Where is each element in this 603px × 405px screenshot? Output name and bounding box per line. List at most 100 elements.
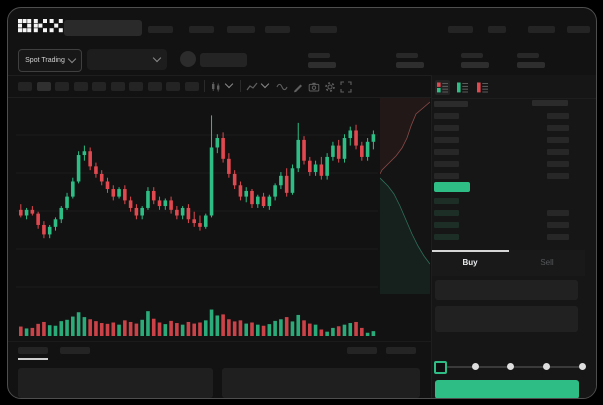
bottom-panel-skeleton bbox=[222, 368, 420, 398]
timeframe-button-skeleton[interactable] bbox=[147, 82, 162, 91]
horizontal-divider bbox=[8, 341, 431, 342]
submit-buy-button[interactable] bbox=[435, 380, 579, 398]
bid-amount-skeleton bbox=[547, 234, 569, 240]
market-type-label: Spot Trading bbox=[25, 57, 65, 64]
nav-item-skeleton[interactable] bbox=[448, 26, 473, 33]
ask-amount-skeleton bbox=[547, 137, 569, 143]
bottom-active-tab-indicator bbox=[18, 358, 48, 360]
last-price-bar[interactable] bbox=[434, 182, 470, 192]
bid-price-skeleton[interactable] bbox=[434, 198, 459, 204]
stat-value-skeleton bbox=[308, 62, 336, 68]
depth-chart[interactable] bbox=[380, 98, 430, 294]
ask-price-skeleton[interactable] bbox=[434, 149, 459, 155]
price-field-skeleton[interactable] bbox=[435, 280, 578, 300]
okx-logo bbox=[18, 19, 63, 33]
amount-field-skeleton[interactable] bbox=[435, 306, 578, 332]
nav-item-skeleton[interactable] bbox=[148, 26, 173, 33]
bottom-tab-skeleton[interactable] bbox=[60, 347, 90, 354]
bottom-panel-skeleton bbox=[18, 368, 213, 398]
ask-amount-skeleton bbox=[547, 161, 569, 167]
bid-price-skeleton[interactable] bbox=[434, 234, 459, 240]
stat-label-skeleton bbox=[396, 53, 418, 58]
ask-price-skeleton[interactable] bbox=[434, 161, 459, 167]
snapshot-tool-icon[interactable] bbox=[308, 80, 321, 93]
bid-amount-skeleton bbox=[547, 222, 569, 228]
orderbook-header-skeleton bbox=[532, 100, 568, 106]
candlestick-chart[interactable] bbox=[16, 98, 378, 341]
bottom-action-skeleton[interactable] bbox=[347, 347, 377, 354]
toolbar-divider bbox=[240, 80, 241, 92]
orderbook-header-skeleton bbox=[434, 101, 468, 107]
chevron-down-icon bbox=[152, 53, 162, 63]
stat-value-skeleton bbox=[517, 62, 545, 68]
chart-toolbar bbox=[8, 75, 431, 98]
book-combined-view[interactable] bbox=[435, 80, 450, 95]
chevron-down-icon bbox=[224, 79, 234, 89]
stat-label-skeleton bbox=[517, 53, 539, 58]
bid-price-skeleton[interactable] bbox=[434, 210, 459, 216]
timeframe-button-skeleton[interactable] bbox=[129, 82, 143, 91]
vertical-divider bbox=[431, 75, 432, 398]
ask-price-skeleton[interactable] bbox=[434, 125, 459, 131]
stat-value-skeleton bbox=[461, 62, 489, 68]
slider-stop-dot[interactable] bbox=[578, 363, 586, 370]
bottom-action-skeleton[interactable] bbox=[386, 347, 416, 354]
timeframe-button-skeleton[interactable] bbox=[18, 82, 32, 91]
bid-amount-skeleton bbox=[547, 210, 569, 216]
stat-value-skeleton bbox=[396, 62, 424, 68]
slider-stop-dot[interactable] bbox=[507, 363, 515, 370]
orderbook-view-toggles bbox=[432, 75, 596, 99]
search-input[interactable] bbox=[64, 20, 142, 36]
nav-item-skeleton[interactable] bbox=[189, 26, 214, 33]
market-type-dropdown[interactable]: Spot Trading bbox=[18, 49, 82, 72]
tab-sell[interactable]: Sell bbox=[540, 258, 554, 267]
slider-stop-dot[interactable] bbox=[543, 363, 551, 370]
timeframe-button-skeleton[interactable] bbox=[184, 82, 199, 91]
timeframe-button-skeleton[interactable] bbox=[110, 82, 125, 91]
nav-item-skeleton[interactable] bbox=[227, 26, 255, 33]
trade-tabs: Buy Sell bbox=[432, 250, 585, 276]
timeframe-button-skeleton[interactable] bbox=[166, 82, 180, 91]
nav-item-skeleton[interactable] bbox=[567, 26, 590, 33]
draw-tool-icon[interactable] bbox=[292, 80, 305, 93]
header: OKX Spot Trading bbox=[8, 8, 596, 76]
bid-price-skeleton[interactable] bbox=[434, 222, 459, 228]
slider-stop-dot[interactable] bbox=[471, 363, 479, 370]
book-bids-view[interactable] bbox=[455, 80, 470, 95]
indicators-selector-icon[interactable] bbox=[246, 80, 259, 93]
stat-label-skeleton bbox=[461, 53, 483, 58]
nav-item-skeleton[interactable] bbox=[488, 26, 506, 33]
timeframe-button-skeleton[interactable] bbox=[55, 82, 69, 91]
ask-price-skeleton[interactable] bbox=[434, 137, 459, 143]
header-pill-skeleton[interactable] bbox=[200, 53, 247, 67]
trade-side-panel: Buy Sell bbox=[432, 75, 596, 398]
stat-label-skeleton bbox=[308, 53, 330, 58]
nav-item-skeleton[interactable] bbox=[528, 26, 555, 33]
active-tab-indicator bbox=[432, 250, 509, 252]
timeframe-button-skeleton[interactable] bbox=[92, 82, 106, 91]
ask-amount-skeleton bbox=[547, 149, 569, 155]
pair-selector-dropdown[interactable] bbox=[87, 49, 167, 70]
chevron-down-icon bbox=[260, 79, 270, 89]
book-asks-view[interactable] bbox=[475, 80, 490, 95]
ask-price-skeleton[interactable] bbox=[434, 173, 459, 179]
nav-item-skeleton[interactable] bbox=[265, 26, 290, 33]
ask-price-skeleton[interactable] bbox=[434, 113, 459, 119]
ask-amount-skeleton bbox=[547, 173, 569, 179]
chart-settings-icon[interactable] bbox=[324, 80, 337, 93]
fullscreen-toggle-icon[interactable] bbox=[340, 80, 353, 93]
timeframe-button-skeleton[interactable] bbox=[73, 82, 88, 91]
bottom-tab-skeleton[interactable] bbox=[18, 347, 48, 354]
token-avatar bbox=[180, 51, 196, 67]
timeframe-button-skeleton[interactable] bbox=[36, 82, 51, 91]
app-window: OKX Spot Trading Buy Sell bbox=[7, 7, 597, 399]
nav-item-skeleton[interactable] bbox=[310, 26, 337, 33]
amount-slider[interactable] bbox=[432, 360, 586, 374]
tab-buy[interactable]: Buy bbox=[462, 258, 478, 267]
chart-type-selector-icon[interactable] bbox=[210, 80, 223, 93]
brand-text: OKX bbox=[8, 8, 9, 9]
slider-handle[interactable] bbox=[434, 361, 447, 374]
ask-amount-skeleton bbox=[547, 125, 569, 131]
toolbar-divider bbox=[204, 80, 205, 92]
wave-tool-icon[interactable] bbox=[276, 80, 289, 93]
